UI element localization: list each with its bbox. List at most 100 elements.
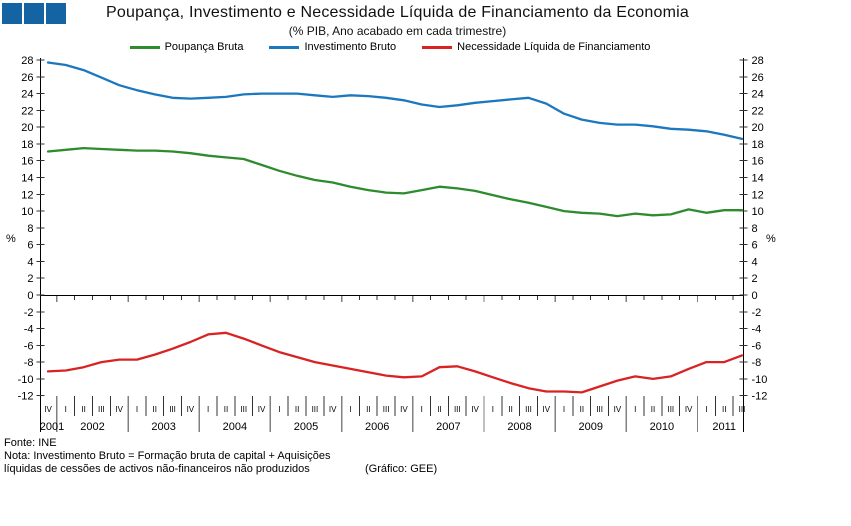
- quarter-tick-label: IV: [542, 405, 550, 414]
- year-tick-label: 2006: [365, 421, 389, 433]
- year-tick-label: 2001: [40, 421, 64, 433]
- quarter-tick-label: IV: [187, 405, 195, 414]
- y-tick-label: 22: [21, 105, 33, 117]
- x-axis-quarter-labels: IV I II III IV I II III IV I II III IV I II III IV I II III…: [44, 405, 745, 414]
- quarter-tick-label: II: [295, 405, 299, 414]
- y-tick-label: 2: [752, 273, 758, 285]
- year-tick-label: 2011: [712, 421, 736, 433]
- series-line-investimento-bruto: [46, 61, 744, 141]
- quarter-tick-label: II: [580, 405, 584, 414]
- y-tick-label: 16: [21, 156, 33, 168]
- quarter-tick-label: II: [153, 405, 157, 414]
- quarter-tick-label: IV: [471, 405, 479, 414]
- y-tick-label: 4: [752, 256, 758, 268]
- quarter-tick-label: IV: [44, 405, 52, 414]
- logo-square-icon: [46, 3, 66, 24]
- quarter-tick-label: III: [383, 405, 390, 414]
- year-tick-label: 2009: [579, 421, 603, 433]
- year-tick-label: 2010: [650, 421, 674, 433]
- logo-square-icon: [24, 3, 44, 24]
- x-axis: [56, 296, 734, 432]
- quarter-tick-label: II: [81, 405, 85, 414]
- series-line-necessidade-l-quida-de-financiamento: [46, 331, 744, 394]
- legend-label: Necessidade Líquida de Financiamento: [457, 41, 651, 53]
- y-tick-label: -6: [752, 340, 762, 352]
- quarter-tick-label: I: [492, 405, 494, 414]
- quarter-tick-label: I: [421, 405, 423, 414]
- source-note: Fonte: INE: [4, 437, 57, 449]
- chart-legend: Poupança Bruta Investimento Bruto Necess…: [0, 41, 780, 53]
- quarter-tick-label: I: [207, 405, 209, 414]
- y-tick-label: 8: [27, 223, 33, 235]
- y-tick-label: 28: [21, 55, 33, 67]
- y-tick-label: 24: [752, 89, 764, 101]
- legend-line-swatch: [129, 45, 160, 49]
- y-tick-label: 14: [21, 173, 33, 185]
- credit-note: (Gráfico: GEE): [365, 463, 438, 475]
- quarter-tick-label: I: [278, 405, 280, 414]
- quarter-tick-label: III: [596, 405, 603, 414]
- x-axis-year-labels: 2001 2002 2003 2004 2005 2006 2007 2008 2009 2010…: [40, 421, 736, 433]
- y-tick-label: 14: [752, 173, 764, 185]
- footnote-line1: Nota: Investimento Bruto = Formação brut…: [4, 450, 331, 462]
- y-tick-label: 26: [752, 72, 764, 84]
- y-tick-label: 24: [21, 89, 33, 101]
- quarter-tick-label: IV: [685, 405, 693, 414]
- quarter-tick-label: III: [240, 405, 247, 414]
- y-tick-label: -10: [752, 374, 768, 386]
- y-tick-label: 28: [752, 55, 764, 67]
- page-title: Poupança, Investimento e Necessidade Líq…: [106, 4, 689, 21]
- y-tick-label: -10: [18, 374, 34, 386]
- legend-line-swatch: [422, 45, 453, 49]
- legend-line-swatch: [269, 45, 300, 49]
- y-tick-label: 20: [752, 122, 764, 134]
- quarter-tick-label: III: [454, 405, 461, 414]
- y-tick-label: -4: [752, 324, 762, 336]
- y-tick-label: 8: [752, 223, 758, 235]
- quarter-tick-label: II: [722, 405, 726, 414]
- y-tick-label: 2: [27, 273, 33, 285]
- y-tick-label: 26: [21, 72, 33, 84]
- quarter-tick-label: I: [563, 405, 565, 414]
- legend-item-necessidade-liquida: Necessidade Líquida de Financiamento: [422, 41, 650, 53]
- year-tick-label: 2005: [294, 421, 318, 433]
- quarter-tick-label: III: [667, 405, 674, 414]
- quarter-tick-label: III: [98, 405, 105, 414]
- y-tick-label: -2: [24, 307, 34, 319]
- quarter-tick-label: II: [651, 405, 655, 414]
- y-tick-label: -8: [752, 357, 762, 369]
- y-tick-label: 0: [27, 290, 33, 302]
- logo-square-icon: [2, 3, 22, 24]
- y-tick-label: 18: [21, 139, 33, 151]
- y-tick-label: 18: [752, 139, 764, 151]
- y-tick-label: 22: [752, 105, 764, 117]
- page-subtitle: (% PIB, Ano acabado em cada trimestre): [288, 24, 507, 38]
- y-tick-label: 12: [21, 189, 33, 201]
- y-tick-label: 6: [752, 240, 758, 252]
- y-tick-label: 6: [27, 240, 33, 252]
- y-tick-label: 0: [752, 290, 758, 302]
- y-tick-label: -8: [24, 357, 34, 369]
- quarter-tick-label: III: [739, 405, 746, 414]
- quarter-tick-label: III: [312, 405, 319, 414]
- footnote-line2: líquidas de cessões de activos não-finan…: [4, 463, 310, 475]
- y-tick-label: 16: [752, 156, 764, 168]
- quarter-tick-label: IV: [400, 405, 408, 414]
- quarter-tick-label: IV: [329, 405, 337, 414]
- year-tick-label: 2007: [436, 421, 460, 433]
- quarter-tick-label: IV: [258, 405, 266, 414]
- y-tick-label: -4: [24, 324, 34, 336]
- quarter-tick-label: I: [349, 405, 351, 414]
- quarter-tick-label: II: [224, 405, 228, 414]
- legend-label: Poupança Bruta: [164, 41, 244, 53]
- year-tick-label: 2004: [223, 421, 247, 433]
- y-tick-label: 4: [27, 256, 33, 268]
- logo-squares: [2, 3, 66, 24]
- quarter-tick-label: I: [705, 405, 707, 414]
- year-tick-label: 2003: [151, 421, 175, 433]
- y-tick-label: -2: [752, 307, 762, 319]
- y-axis-unit-left: %: [6, 233, 16, 245]
